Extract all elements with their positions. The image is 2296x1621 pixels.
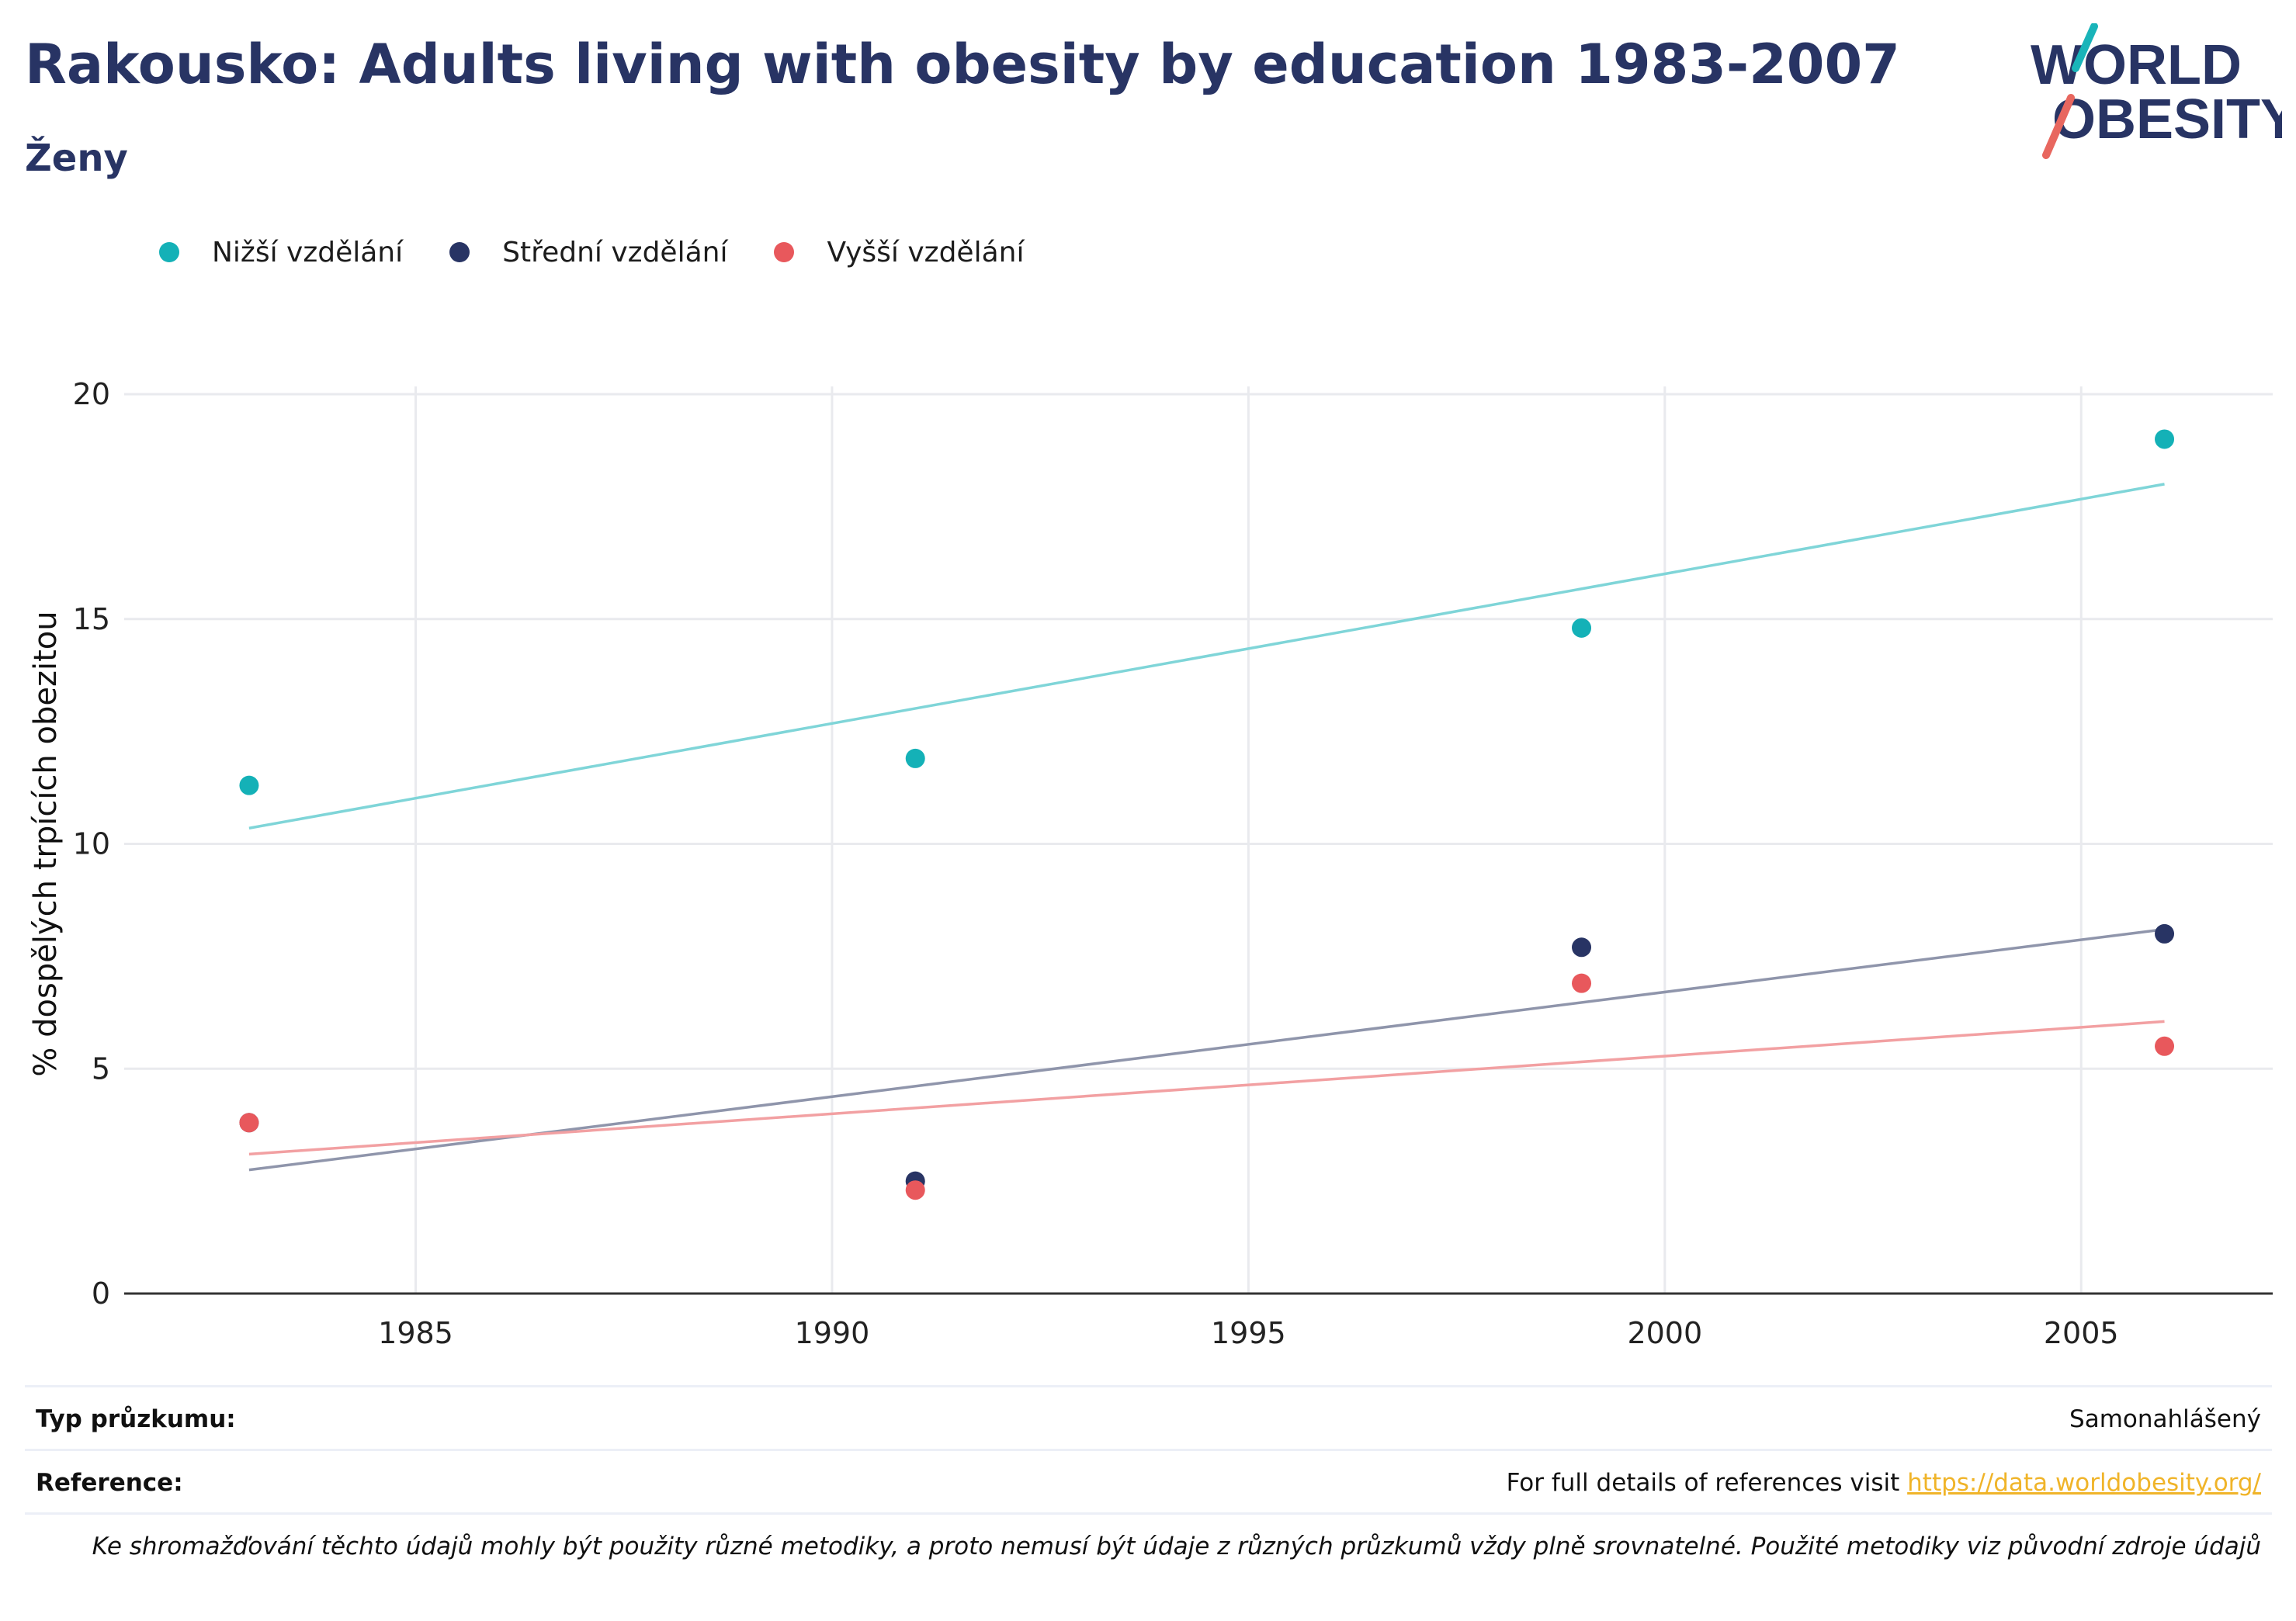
point-series-0-1983 (239, 775, 259, 795)
logo-line1: WORLD (2031, 34, 2242, 96)
reference-link[interactable]: https://data.worldobesity.org/ (1907, 1469, 2261, 1497)
point-series-1-2006 (2155, 923, 2175, 944)
trend-line-series-0 (248, 483, 2165, 830)
y-axis-label: % dospělých trpících obezitou (28, 611, 64, 1076)
y-tick-label-15: 15 (73, 602, 110, 636)
page-title: Rakousko: Adults living with obesity by … (25, 33, 1900, 96)
world-obesity-logo: WORLD OBESITY (2031, 23, 2282, 159)
y-tick-label-20: 20 (73, 377, 110, 411)
x-tick-label-1985: 1985 (378, 1316, 453, 1350)
trend-line-series-1 (248, 927, 2165, 1172)
page-subtitle: Ženy (25, 137, 128, 180)
legend-item-nizsi[interactable]: Nižší vzdělání (159, 237, 403, 268)
legend-label-nizsi: Nižší vzdělání (212, 236, 404, 268)
x-tick-label-2005: 2005 (2044, 1316, 2119, 1350)
y-tick-label-0: 0 (92, 1276, 110, 1311)
point-series-0-1999 (1572, 618, 1592, 638)
legend-item-vyssi[interactable]: Vyšší vzdělání (774, 237, 1024, 268)
point-series-2-1999 (1572, 973, 1592, 993)
point-series-2-2006 (2155, 1036, 2175, 1056)
point-series-2-1991 (905, 1180, 925, 1200)
y-tick-label-5: 5 (92, 1051, 110, 1086)
x-tick-label-2000: 2000 (1627, 1316, 1702, 1350)
methodology-note: Ke shromažďování těchto údajů mohly být … (92, 1533, 2261, 1560)
x-tick-label-1995: 1995 (1211, 1316, 1286, 1350)
logo-coral-slash (2042, 94, 2075, 159)
y-tick-label-10: 10 (73, 827, 110, 861)
legend-label-stredni: Střední vzdělání (502, 236, 728, 268)
footer-row-survey: Typ průzkumu: Samonahlášený (25, 1385, 2272, 1451)
reference-label: Reference: (36, 1469, 183, 1497)
point-series-0-1991 (905, 748, 925, 768)
survey-type-label: Typ průzkumu: (36, 1405, 236, 1433)
footer-row-reference: Reference: For full details of reference… (25, 1449, 2272, 1515)
legend-label-vyssi: Vyšší vzdělání (827, 236, 1025, 268)
reference-value: For full details of references visit htt… (1507, 1469, 2272, 1497)
point-series-1-1999 (1572, 937, 1592, 958)
survey-type-value: Samonahlášený (2069, 1405, 2261, 1433)
legend-dot-nizsi (159, 242, 179, 262)
footer-row-note: Ke shromažďování těchto údajů mohly být … (25, 1512, 2272, 1578)
logo-line2: OBESITY (2052, 88, 2282, 151)
point-series-0-2006 (2155, 429, 2175, 449)
chart-legend: Nižší vzdělání Střední vzdělání Vyšší vz… (159, 233, 1070, 272)
point-series-2-1983 (239, 1113, 259, 1133)
legend-item-stredni[interactable]: Střední vzdělání (449, 237, 727, 268)
legend-dot-vyssi (774, 242, 795, 262)
scatter-chart: 0 5 10 15 20 1985 1990 1995 2000 2005 % dospělých … (28, 377, 2273, 1350)
logo-teal-slash (2072, 23, 2098, 72)
trend-line-series-2 (248, 1020, 2165, 1156)
legend-dot-stredni (449, 242, 470, 262)
x-tick-label-1990: 1990 (795, 1316, 870, 1350)
reference-text: For full details of references visit (1506, 1469, 1908, 1497)
